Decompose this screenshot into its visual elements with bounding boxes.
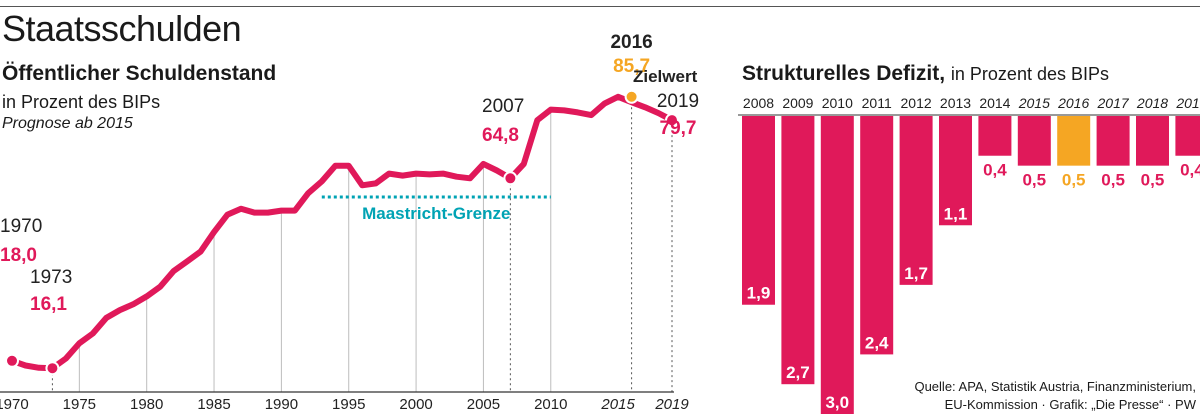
deficit-bar-2019 xyxy=(1175,116,1200,156)
bar-value-label: 0,5 xyxy=(1062,171,1086,190)
deficit-bar-2012 xyxy=(899,116,933,285)
x-tick-label: 2019 xyxy=(654,396,689,413)
debt-chart-title: Öffentlicher Schuldenstand xyxy=(2,62,277,85)
deficit-chart-title: Strukturelles Defizit, xyxy=(742,62,946,85)
deficit-chart-subtitle: in Prozent des BIPs xyxy=(950,64,1109,84)
bar-value-label: 1,1 xyxy=(944,204,968,223)
top-rule xyxy=(0,6,1200,7)
deficit-bar-2008 xyxy=(742,116,775,305)
maastricht-label: Maastricht-Grenze xyxy=(362,204,510,223)
point-year-label: 2016 xyxy=(610,32,652,53)
deficit-bar-2016 xyxy=(1057,116,1091,166)
x-tick-label: 1970 xyxy=(0,396,29,413)
deficit-bar-2014 xyxy=(978,116,1012,156)
bar-category-label: 2009 xyxy=(782,95,813,111)
bar-value-label: 2,7 xyxy=(786,363,810,382)
point-value-label: 16,1 xyxy=(30,294,67,315)
source-line-2: EU-Kommission · Grafik: „Die Presse“ · P… xyxy=(944,397,1196,412)
bar-category-label: 2016 xyxy=(1057,95,1089,111)
x-tick-label: 1995 xyxy=(332,396,365,413)
deficit-bar-2013 xyxy=(939,116,972,226)
bar-value-label: 1,9 xyxy=(747,284,771,303)
bar-category-label: 2018 xyxy=(1136,95,1168,111)
bar-category-label: 2014 xyxy=(979,95,1010,111)
data-point-2019 xyxy=(665,113,679,128)
point-year-label: 2007 xyxy=(482,96,524,117)
bar-value-label: 0,5 xyxy=(1101,171,1125,190)
point-value-label: 85,7 xyxy=(613,56,650,77)
bar-value-label: 0,5 xyxy=(1141,171,1165,190)
debt-chart-note: Prognose ab 2015 xyxy=(2,115,133,132)
deficit-bar-2011 xyxy=(860,116,894,355)
page-title: Staatsschulden xyxy=(2,8,242,49)
data-point-2007 xyxy=(503,171,518,186)
point-year-label: 1970 xyxy=(0,216,42,237)
bar-category-label: 2013 xyxy=(940,95,971,111)
point-year-label: 1973 xyxy=(30,267,72,288)
data-point-1970 xyxy=(5,353,19,368)
x-tick-label: 2015 xyxy=(600,396,635,413)
x-tick-label: 1985 xyxy=(197,396,230,413)
deficit-bar-2017 xyxy=(1096,116,1130,166)
x-tick-label: 1990 xyxy=(265,396,298,413)
bar-category-label: 2010 xyxy=(822,95,853,111)
source-note: Quelle: APA, Statistik Austria, Finanzmi… xyxy=(914,378,1196,414)
bar-value-label: 0,5 xyxy=(1022,171,1046,190)
bar-value-label: 1,7 xyxy=(904,264,928,283)
point-prefix-label: Zielwert xyxy=(633,67,698,86)
bar-category-label: 2019 xyxy=(1175,95,1200,111)
bar-category-label: 2012 xyxy=(901,95,932,111)
x-tick-label: 2000 xyxy=(399,396,432,413)
x-tick-label: 2010 xyxy=(534,396,567,413)
deficit-bar-2010 xyxy=(820,116,854,414)
point-value-label: 64,8 xyxy=(482,125,519,146)
debt-chart-subtitle: in Prozent des BIPs xyxy=(2,92,161,112)
point-value-label: 79,7 xyxy=(660,118,697,139)
bar-value-label: 2,4 xyxy=(865,333,889,352)
deficit-chart-heading: Strukturelles Defizit, in Prozent des BI… xyxy=(742,62,1109,86)
source-line-1: Quelle: APA, Statistik Austria, Finanzmi… xyxy=(914,379,1196,394)
x-tick-label: 2005 xyxy=(467,396,500,413)
bar-value-label: 0,4 xyxy=(983,161,1007,180)
x-tick-label: 1975 xyxy=(63,396,96,413)
x-tick-label: 1980 xyxy=(130,396,163,413)
bar-category-label: 2015 xyxy=(1018,95,1050,111)
data-point-1973 xyxy=(45,361,60,376)
bar-value-label: 0,4 xyxy=(1180,161,1200,180)
bar-category-label: 2008 xyxy=(743,95,774,111)
bar-value-label: 3,0 xyxy=(825,393,849,412)
debt-series-line xyxy=(9,93,675,372)
bar-category-label: 2017 xyxy=(1097,95,1130,111)
data-point-2016 xyxy=(624,89,639,104)
deficit-bar-2009 xyxy=(781,116,815,385)
bar-category-label: 2011 xyxy=(862,95,892,111)
deficit-bar-2015 xyxy=(1017,116,1051,166)
deficit-bar-2018 xyxy=(1136,116,1169,166)
point-year-label: 2019 xyxy=(657,91,699,112)
point-value-label: 18,0 xyxy=(0,245,37,266)
